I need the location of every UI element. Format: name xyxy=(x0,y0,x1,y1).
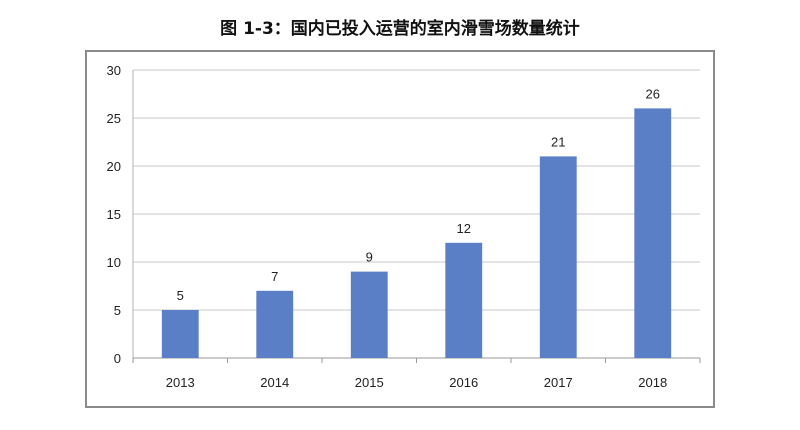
data-label-2016: 12 xyxy=(457,221,471,236)
y-tick-label: 10 xyxy=(107,255,121,270)
y-tick-label: 0 xyxy=(114,351,121,366)
bar-2014 xyxy=(256,290,294,358)
x-tick-label-2014: 2014 xyxy=(260,375,289,390)
bars xyxy=(161,108,672,359)
bar-2016 xyxy=(445,242,483,358)
bar-2017 xyxy=(539,156,577,358)
y-tick-label: 20 xyxy=(107,159,121,174)
y-tick-label: 5 xyxy=(114,303,121,318)
x-tick-label-2015: 2015 xyxy=(355,375,384,390)
data-label-2015: 9 xyxy=(366,250,373,265)
bar-2015 xyxy=(350,271,388,358)
data-label-2017: 21 xyxy=(551,134,565,149)
x-tick-label-2017: 2017 xyxy=(544,375,573,390)
x-tick-label-2016: 2016 xyxy=(449,375,478,390)
y-tick-label: 15 xyxy=(107,207,121,222)
bar-2013 xyxy=(161,310,199,358)
x-tick-label-2018: 2018 xyxy=(638,375,667,390)
chart-title: 图 1-3：国内已投入运营的室内滑雪场数量统计 xyxy=(220,19,580,39)
data-labels: 5 7 9 12 21 26 xyxy=(177,86,660,303)
gridlines xyxy=(133,69,700,359)
y-tick-label: 30 xyxy=(107,63,121,78)
x-tick-label-2013: 2013 xyxy=(166,375,195,390)
data-label-2013: 5 xyxy=(177,288,184,303)
x-axis: 2013 2014 2015 2016 2017 2018 xyxy=(132,358,701,390)
y-tick-label: 25 xyxy=(107,111,121,126)
bar-2018 xyxy=(634,108,672,359)
data-label-2018: 26 xyxy=(646,86,660,101)
data-label-2014: 7 xyxy=(271,269,278,284)
